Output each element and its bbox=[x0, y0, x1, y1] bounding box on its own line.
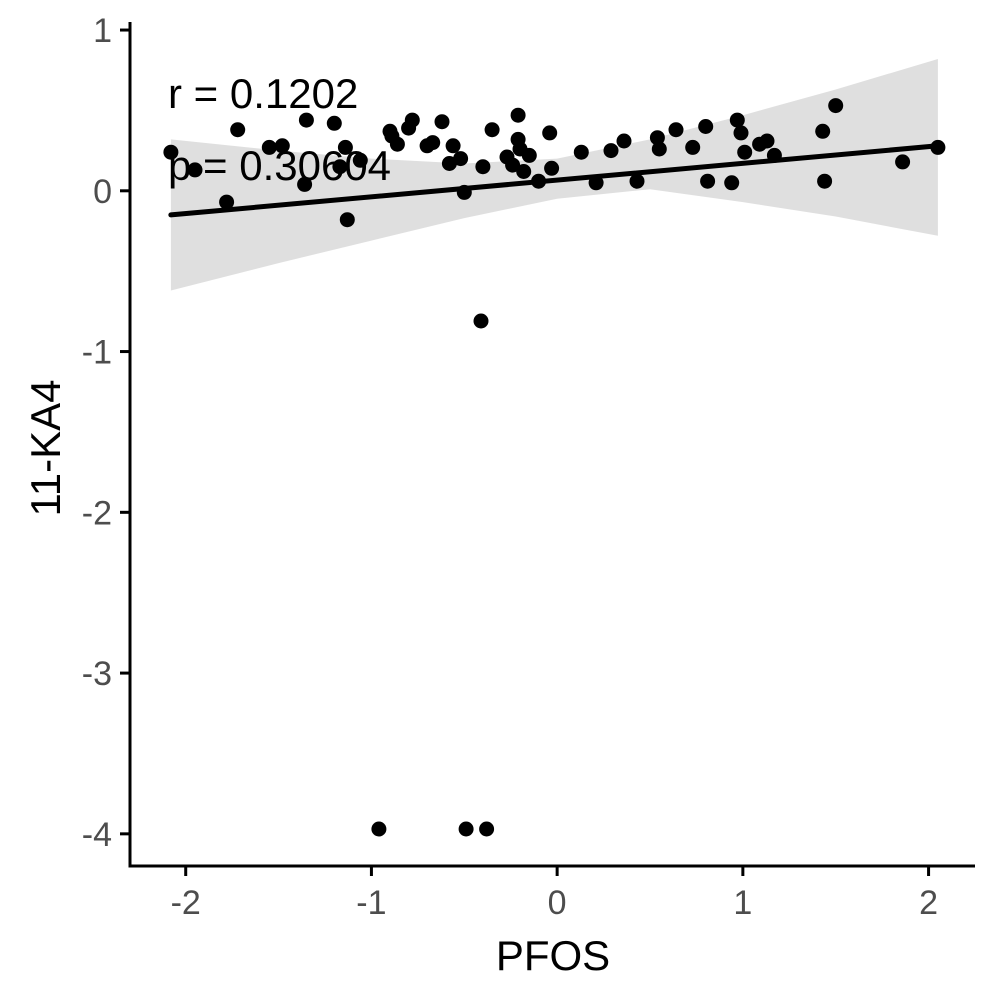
data-point bbox=[352, 152, 368, 168]
x-axis-title: PFOS bbox=[496, 932, 610, 979]
data-point bbox=[274, 138, 290, 154]
data-point bbox=[475, 159, 491, 175]
data-point bbox=[815, 123, 831, 139]
data-point bbox=[729, 112, 745, 128]
axes-layer: -2 -1 0 1 2 1 0 -1 -2 -3 -4 bbox=[82, 12, 975, 922]
data-point bbox=[187, 162, 203, 178]
data-point bbox=[339, 212, 355, 228]
x-tick-label: 2 bbox=[919, 884, 938, 922]
data-point bbox=[389, 136, 405, 152]
fit-line-layer bbox=[168, 143, 941, 218]
data-point bbox=[425, 135, 441, 151]
data-point bbox=[479, 821, 495, 837]
x-tick-label: 0 bbox=[548, 884, 567, 922]
x-tick-label: 1 bbox=[733, 884, 752, 922]
data-point bbox=[326, 115, 342, 131]
data-point bbox=[895, 154, 911, 170]
y-tick-label: -4 bbox=[82, 816, 112, 854]
regression-line bbox=[168, 143, 941, 218]
data-point bbox=[817, 173, 833, 189]
data-point bbox=[685, 139, 701, 155]
data-point bbox=[544, 160, 560, 176]
data-point bbox=[297, 176, 313, 192]
data-point bbox=[163, 144, 179, 160]
p-annotation: p = 0.30604 bbox=[168, 142, 391, 189]
data-point bbox=[505, 157, 521, 173]
data-point bbox=[441, 156, 457, 171]
data-point bbox=[371, 821, 387, 837]
data-point bbox=[521, 147, 537, 163]
data-point bbox=[828, 98, 844, 114]
data-point bbox=[298, 112, 314, 128]
data-point bbox=[629, 173, 645, 189]
y-axis-title: 11-KA4 bbox=[22, 380, 69, 517]
data-point bbox=[453, 151, 469, 167]
data-point bbox=[484, 122, 500, 138]
data-point bbox=[516, 164, 532, 179]
data-point bbox=[404, 112, 420, 128]
data-point bbox=[700, 173, 716, 189]
data-point bbox=[542, 125, 558, 141]
data-point bbox=[332, 159, 348, 175]
data-point bbox=[668, 122, 684, 138]
data-point bbox=[337, 139, 353, 155]
r-annotation: r = 0.1202 bbox=[168, 70, 358, 117]
data-point bbox=[473, 313, 489, 329]
data-point bbox=[724, 175, 740, 191]
data-point bbox=[261, 139, 277, 155]
y-tick-label: 0 bbox=[93, 173, 112, 211]
data-point bbox=[698, 119, 714, 134]
y-tick-label: 1 bbox=[93, 12, 112, 50]
y-tick-label: -2 bbox=[82, 494, 112, 532]
data-point bbox=[616, 133, 632, 149]
y-tick-label: -1 bbox=[82, 334, 112, 372]
data-point bbox=[445, 138, 461, 154]
data-points-layer bbox=[163, 98, 946, 837]
data-point bbox=[649, 130, 665, 146]
data-point bbox=[510, 107, 526, 123]
x-tick-label: -1 bbox=[356, 884, 386, 922]
data-point bbox=[573, 144, 589, 160]
data-point bbox=[737, 144, 753, 160]
data-point bbox=[733, 125, 749, 141]
data-point bbox=[230, 122, 246, 138]
data-point bbox=[219, 194, 235, 210]
data-point bbox=[434, 114, 450, 130]
y-tick-label: -3 bbox=[82, 655, 112, 693]
data-point bbox=[759, 133, 775, 149]
x-tick-label: -2 bbox=[171, 884, 201, 922]
data-point bbox=[603, 143, 619, 159]
data-point bbox=[651, 141, 667, 157]
data-point bbox=[458, 821, 474, 837]
